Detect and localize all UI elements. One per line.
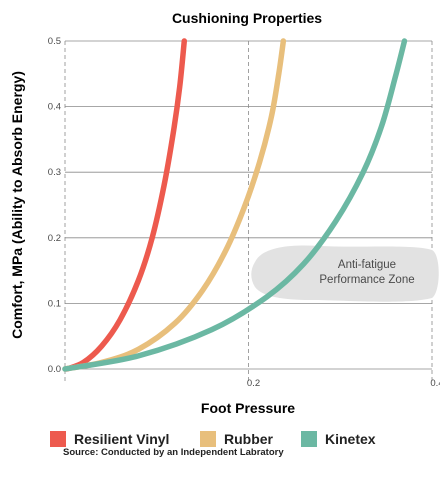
y-axis-label: Comfort, MPa (Ability to Absorb Energy) <box>9 71 25 339</box>
grid <box>64 40 433 381</box>
zone-label-line-2: Performance Zone <box>319 274 414 286</box>
legend: Resilient Vinyl Rubber Kinetex <box>50 431 376 447</box>
legend-label-kinetex: Kinetex <box>325 431 376 447</box>
y-tick-label: 0.5 <box>48 36 61 47</box>
footprint-shape <box>251 245 439 302</box>
legend-swatch-kinetex <box>301 431 317 447</box>
legend-swatch-rubber <box>200 431 216 447</box>
series-line-rubber <box>62 38 287 372</box>
y-tick-label: 0.3 <box>48 167 61 178</box>
chart-title: Cushioning Properties <box>172 10 322 26</box>
series-group <box>62 38 408 372</box>
anti-fatigue-zone: Anti-fatigue Performance Zone <box>251 245 439 302</box>
x-axis-label: Foot Pressure <box>201 400 295 416</box>
legend-swatch-resilient-vinyl <box>50 431 66 447</box>
series-line-resilient-vinyl <box>64 38 188 372</box>
zone-label-line-1: Anti-fatigue <box>338 259 396 271</box>
y-tick-label: 0.4 <box>48 102 61 113</box>
source-note: Source: Conducted by an Independent Labr… <box>63 447 284 458</box>
series-line-kinetex <box>62 38 408 372</box>
x-tick-label: 0.2 <box>247 378 260 389</box>
y-tick-label: 0.0 <box>48 364 61 375</box>
y-tick-label: 0.1 <box>48 298 61 309</box>
legend-label-rubber: Rubber <box>224 431 274 447</box>
y-tick-label: 0.2 <box>48 233 61 244</box>
tick-labels: 0.0 0.1 0.2 0.3 0.4 0.5 0.2 0.4 <box>48 36 440 389</box>
x-tick-label: 0.4 <box>430 378 440 389</box>
legend-label-resilient-vinyl: Resilient Vinyl <box>74 431 169 447</box>
